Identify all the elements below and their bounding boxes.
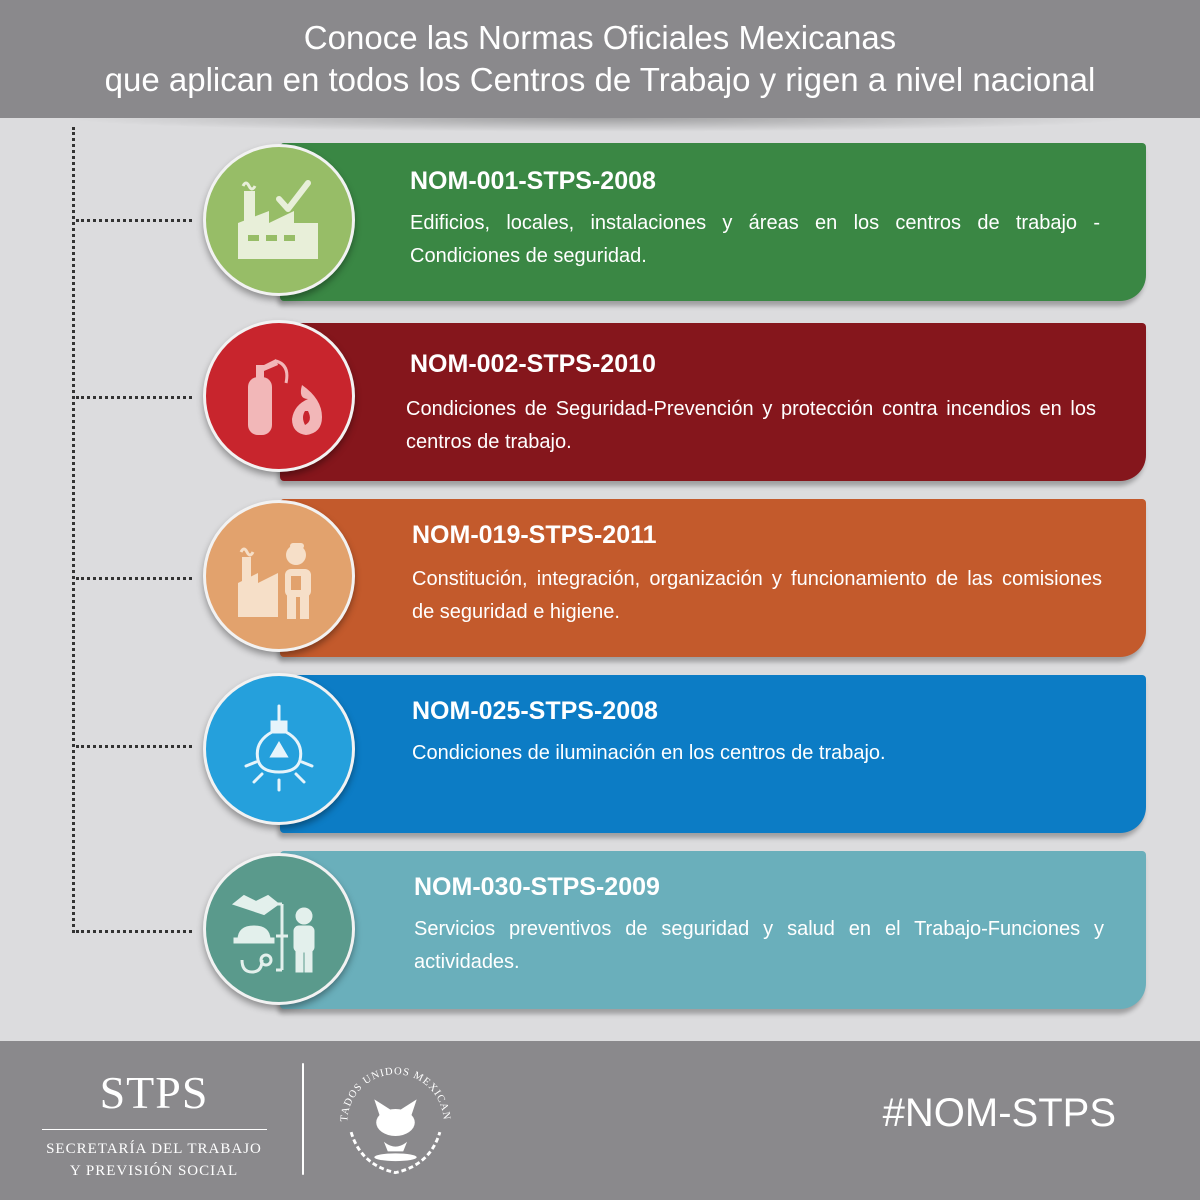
stps-logo-text: STPS [99, 1067, 209, 1118]
norm-code: NOM-002-STPS-2010 [410, 350, 656, 378]
norm-description: Edificios, locales, instalaciones y área… [410, 212, 1100, 267]
norm-code: NOM-030-STPS-2009 [414, 873, 660, 901]
header-title-line-2: que aplican en todos los Centros de Trab… [104, 61, 1096, 98]
header-title-line-1: Conoce las Normas Oficiales Mexicanas [303, 19, 897, 56]
norm-description: Condiciones de iluminación en los centro… [412, 742, 886, 764]
connector-branch-1 [76, 219, 192, 222]
stps-logo: STPS SECRETARÍA DEL TRABAJO Y PREVISIÓN … [40, 1067, 268, 1182]
norm-description: Condiciones de Seguridad-Prevención y pr… [406, 398, 1096, 453]
stps-logo-subtitle-2: Y PREVISIÓN SOCIAL [69, 1163, 239, 1179]
norm-code: NOM-001-STPS-2008 [410, 167, 656, 195]
connector-branch-2 [76, 396, 192, 399]
norm-card-nom-019: NOM-019-STPS-2011 Constitución, integrac… [280, 499, 1146, 657]
header-banner: Conoce las Normas Oficiales Mexicanas qu… [0, 0, 1200, 118]
norm-description: Constitución, integración, organización … [412, 568, 1102, 623]
norm-card-nom-025: NOM-025-STPS-2008 Condiciones de ilumina… [280, 675, 1146, 833]
national-seal-icon: ESTADOS UNIDOS MEXICANOS [328, 1055, 451, 1175]
norm-icon-circle [203, 320, 355, 472]
factory-check-icon [238, 180, 318, 259]
norm-code: NOM-025-STPS-2008 [412, 697, 658, 725]
timeline-connector [72, 127, 75, 933]
health-safety-services-icon [231, 894, 315, 974]
norm-card-nom-002: NOM-002-STPS-2010 Condiciones de Segurid… [280, 323, 1146, 481]
fire-extinguisher-flame-icon [248, 359, 322, 435]
norm-icon-circle [203, 500, 355, 652]
footer-divider [302, 1063, 304, 1175]
header-shadow [60, 118, 1140, 132]
norm-icon-circle [203, 853, 355, 1005]
norm-code: NOM-019-STPS-2011 [412, 521, 657, 549]
connector-branch-3 [76, 577, 192, 580]
norm-description: Servicios preventivos de seguridad y sal… [414, 918, 1104, 973]
norm-icon-circle [203, 144, 355, 296]
logo-rule [41, 1129, 267, 1130]
norm-icon-circle [203, 673, 355, 825]
factory-worker-icon [238, 543, 311, 619]
norm-card-nom-001: NOM-001-STPS-2008 Edificios, locales, in… [280, 143, 1146, 301]
stps-logo-subtitle-1: SECRETARÍA DEL TRABAJO [46, 1141, 262, 1157]
hashtag-text: #NOM-STPS [882, 1091, 1116, 1135]
connector-branch-4 [76, 745, 192, 748]
footer-bar: STPS SECRETARÍA DEL TRABAJO Y PREVISIÓN … [0, 1041, 1200, 1200]
norm-card-nom-030: NOM-030-STPS-2009 Servicios preventivos … [280, 851, 1146, 1009]
connector-branch-5 [76, 930, 192, 933]
light-bulb-icon [244, 704, 314, 792]
